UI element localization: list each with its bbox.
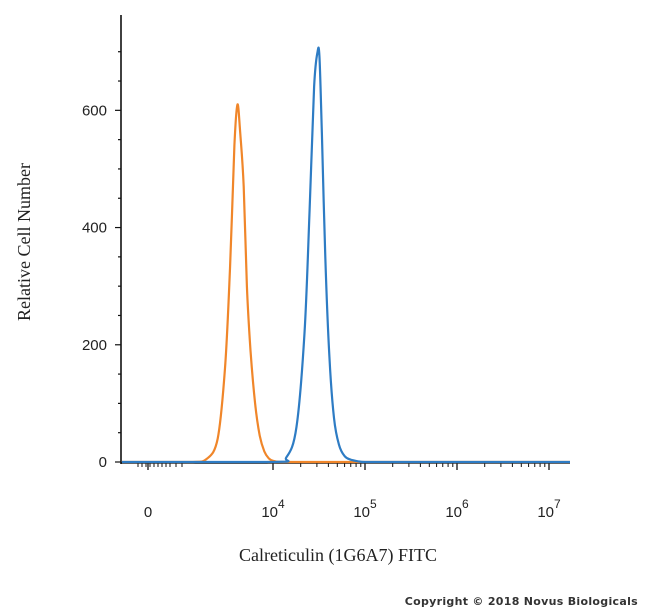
series-group [122, 46, 570, 464]
y-tick-label: 400 [82, 220, 107, 237]
x-tick-label: 105 [353, 497, 377, 521]
x-tick-label: 107 [537, 497, 561, 521]
y-tick-label: 200 [82, 337, 107, 354]
x-tick-label: 106 [445, 497, 469, 521]
x-tick-label: 0 [144, 504, 152, 521]
series-orange-histogram [122, 103, 570, 464]
x-axis-label: Calreticulin (1G6A7) FITC [239, 545, 437, 566]
y-tick-label: 600 [82, 102, 107, 119]
x-tick-label: 104 [261, 497, 285, 521]
series-blue-histogram [122, 46, 570, 464]
copyright-text: Copyright © 2018 Novus Biologicals [404, 595, 638, 608]
x-ticks: 0 104 105 106 107 [137, 463, 561, 521]
y-tick-label: 0 [99, 454, 107, 471]
y-ticks: 0 200 400 600 [82, 51, 121, 471]
y-axis-label: Relative Cell Number [14, 163, 34, 321]
axes [120, 15, 570, 464]
